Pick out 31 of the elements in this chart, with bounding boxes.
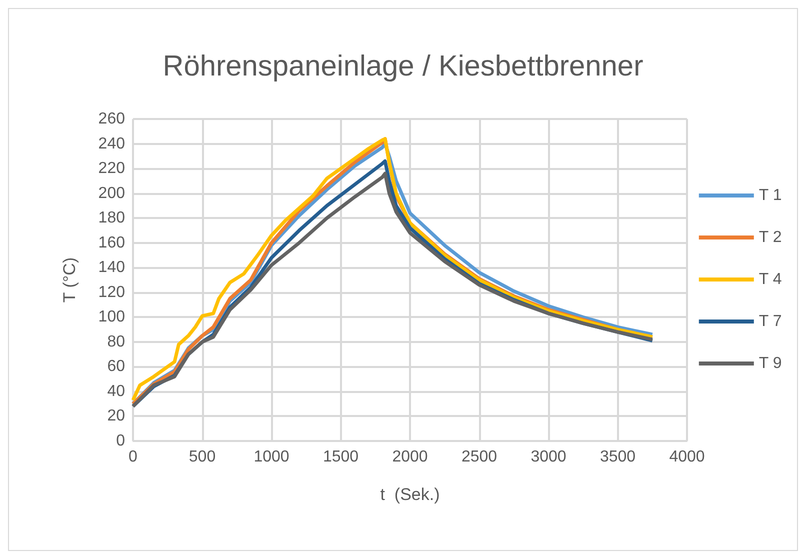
y-tick-label: 260 xyxy=(98,110,126,128)
legend-label: T 1 xyxy=(758,187,782,204)
legend-label: T 9 xyxy=(758,355,782,372)
x-tick-label: 1000 xyxy=(254,448,290,466)
y-tick-label: 60 xyxy=(107,358,126,376)
x-tick-label: 0 xyxy=(128,448,138,466)
x-tick-label: 2000 xyxy=(392,448,428,466)
y-axis-title: T (°C) xyxy=(60,257,79,303)
y-tick-label: 220 xyxy=(98,160,126,178)
legend-label: T 4 xyxy=(758,271,782,288)
y-tick-label: 140 xyxy=(98,259,126,276)
y-tick-label: 80 xyxy=(107,333,126,350)
y-tick-label: 200 xyxy=(98,184,126,202)
y-tick-label: 40 xyxy=(107,382,126,400)
y-tick-label: 120 xyxy=(98,284,126,301)
x-tick-label: 2500 xyxy=(461,448,498,466)
y-tick-label: 160 xyxy=(98,234,126,252)
x-tick-label: 3500 xyxy=(600,448,636,466)
y-tick-label: 240 xyxy=(98,135,126,152)
y-tick-label: 100 xyxy=(98,308,126,326)
x-tick-label: 4000 xyxy=(669,448,705,466)
legend-label: T 2 xyxy=(758,229,782,246)
y-tick-label: 20 xyxy=(107,408,126,425)
x-tick-label: 3000 xyxy=(530,448,566,466)
y-tick-label: 0 xyxy=(116,432,126,450)
chart-title: Röhrenspaneinlage / Kiesbettbrenner xyxy=(162,50,644,82)
y-tick-label: 180 xyxy=(98,210,126,227)
x-tick-label: 500 xyxy=(188,448,216,466)
x-tick-label: 1500 xyxy=(322,448,359,466)
legend-label: T 7 xyxy=(758,313,782,330)
x-axis-title: t (Sek.) xyxy=(380,485,440,504)
